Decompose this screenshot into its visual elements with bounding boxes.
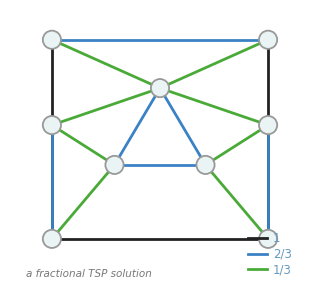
Circle shape xyxy=(259,230,277,248)
Circle shape xyxy=(196,156,215,174)
Circle shape xyxy=(43,31,61,49)
Circle shape xyxy=(151,79,169,97)
Text: a fractional TSP solution: a fractional TSP solution xyxy=(26,269,152,279)
Circle shape xyxy=(259,31,277,49)
Circle shape xyxy=(259,116,277,134)
Circle shape xyxy=(43,230,61,248)
Circle shape xyxy=(105,156,124,174)
Legend: 1, 2/3, 1/3: 1, 2/3, 1/3 xyxy=(243,227,296,281)
Circle shape xyxy=(43,116,61,134)
